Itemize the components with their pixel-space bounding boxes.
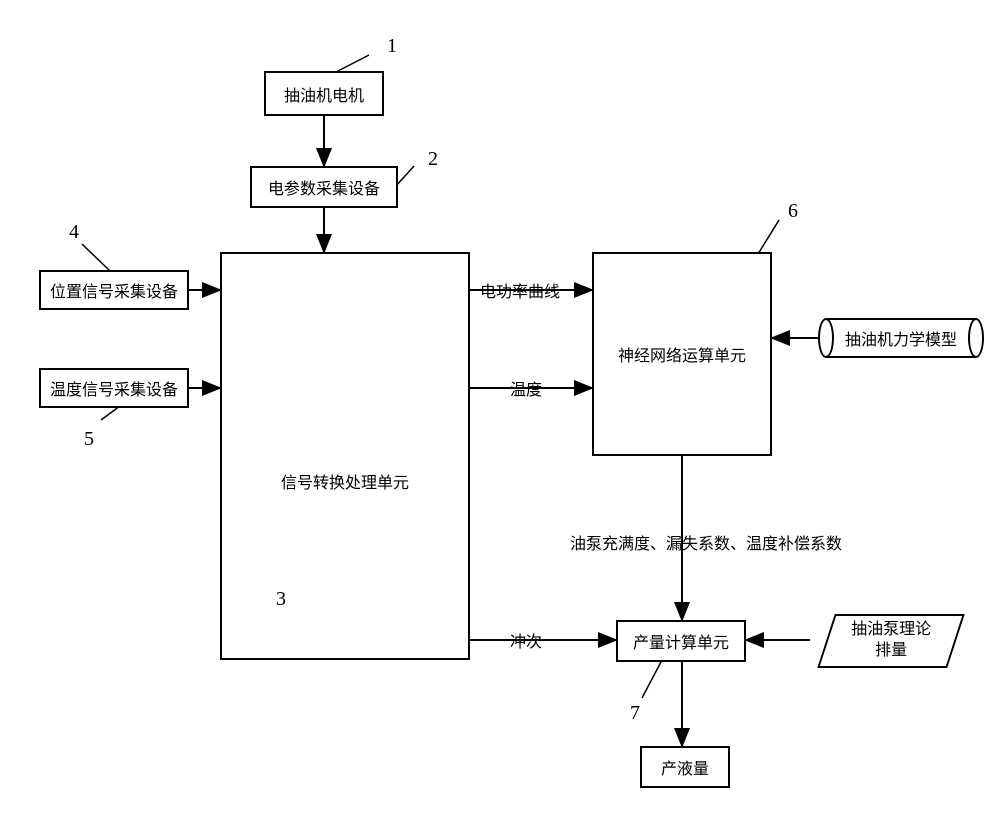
node-elec-param: 电参数采集设备 (250, 166, 398, 208)
num-label-4: 4 (69, 221, 79, 244)
edge-label-coefficients: 油泵充满度、漏失系数、温度补偿系数 (570, 530, 870, 554)
node-motor: 抽油机电机 (264, 71, 384, 116)
node-elec-param-label: 电参数采集设备 (268, 175, 380, 199)
node-pump-disp-label: 抽油泵理论 排量 (851, 620, 931, 662)
node-temp-signal: 温度信号采集设备 (39, 368, 189, 408)
num-label-6: 6 (788, 200, 798, 223)
node-yield-calc-label: 产量计算单元 (633, 629, 729, 653)
flowchart-diagram: 抽油机电机 电参数采集设备 信号转换处理单元 位置信号采集设备 温度信号采集设备… (0, 0, 1000, 837)
node-motor-label: 抽油机电机 (284, 82, 364, 106)
node-neural-net: 神经网络运算单元 (592, 252, 772, 456)
node-temp-signal-label: 温度信号采集设备 (50, 376, 178, 400)
node-yield-calc: 产量计算单元 (616, 620, 746, 662)
node-pos-signal-label: 位置信号采集设备 (50, 278, 178, 302)
num-label-7: 7 (630, 702, 640, 725)
node-neural-net-label: 神经网络运算单元 (618, 342, 746, 366)
node-signal-proc: 信号转换处理单元 (220, 252, 470, 660)
arrows-layer (0, 0, 1000, 837)
node-pump-disp: 抽油泵理论 排量 (826, 614, 956, 668)
edge-label-stroke-count: 冲次 (510, 628, 542, 652)
node-fluid-out: 产液量 (640, 746, 730, 788)
node-signal-proc-label: 信号转换处理单元 (281, 469, 409, 493)
edge-label-power-curve: 电功率曲线 (480, 278, 560, 302)
num-label-5: 5 (84, 428, 94, 451)
node-pos-signal: 位置信号采集设备 (39, 270, 189, 310)
node-mech-model: 抽油机力学模型 (826, 318, 976, 358)
num-label-3: 3 (276, 588, 286, 611)
node-fluid-out-label: 产液量 (661, 755, 709, 779)
num-label-1: 1 (387, 35, 397, 58)
node-mech-model-label: 抽油机力学模型 (845, 326, 957, 350)
edge-label-temperature: 温度 (510, 376, 542, 400)
num-label-2: 2 (428, 148, 438, 171)
